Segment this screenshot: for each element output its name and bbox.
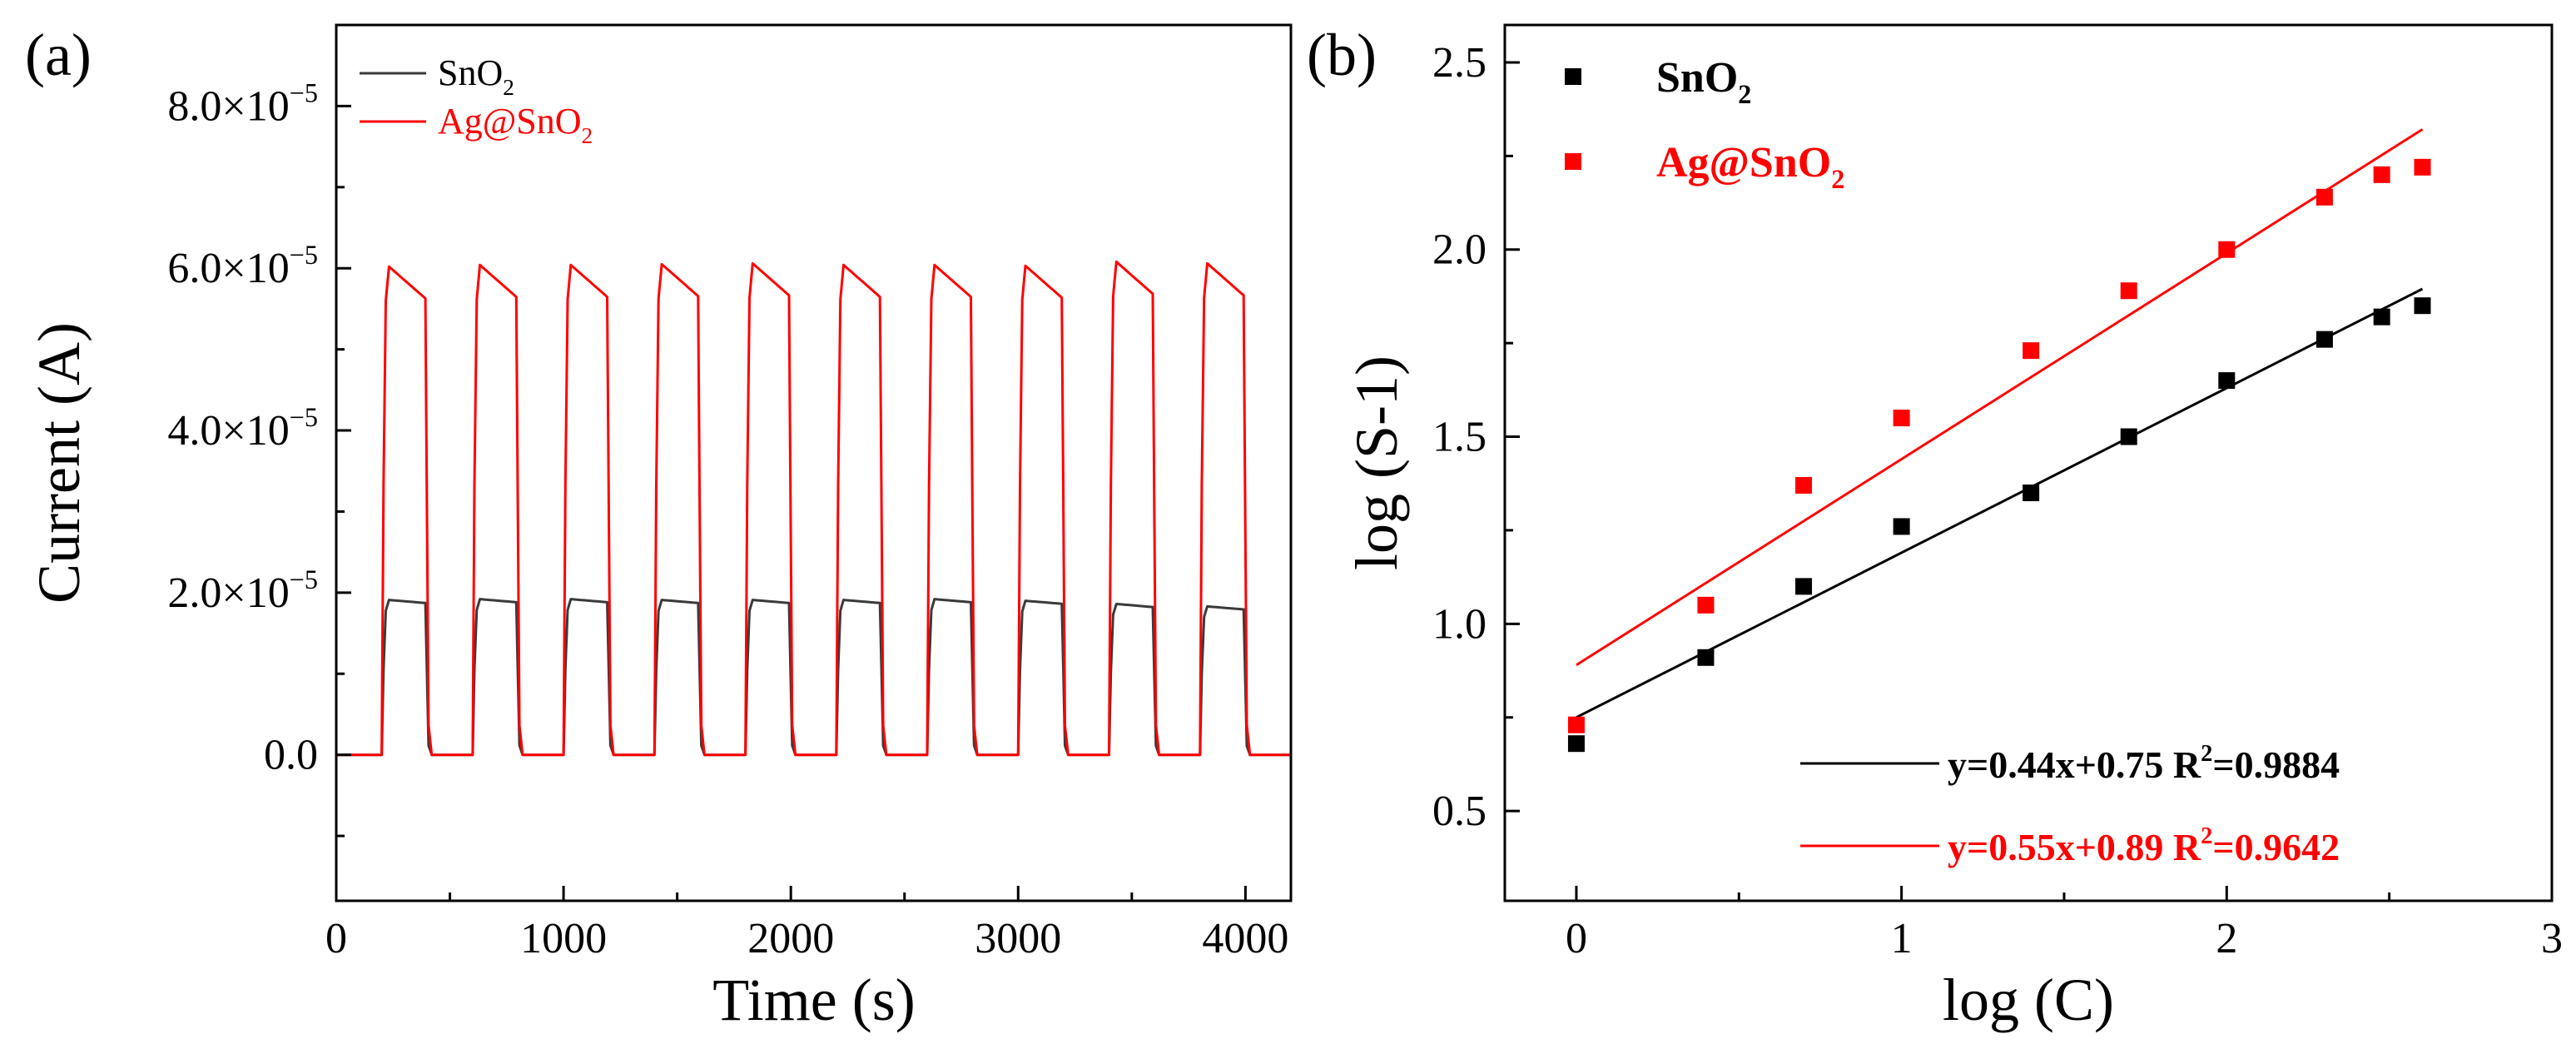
- panel-b-point-ag-snO2: [1795, 476, 1813, 494]
- panel-a-x-tick-label: 3000: [975, 915, 1061, 962]
- panel-b-letter: (b): [1307, 22, 1377, 88]
- panel-b-x-axis-title: log (C): [1943, 967, 2114, 1033]
- panel-b-fit-annotations: y=0.44x+0.75 R2=0.9884 y=0.55x+0.89 R2=0…: [1800, 741, 2340, 868]
- panel-b-point-snO2: [2373, 308, 2390, 326]
- panel-b-fit-lines: [1576, 128, 2424, 719]
- panel-a-legend: SnO2 Ag@SnO2: [360, 52, 593, 148]
- panel-a-plot-frame: [335, 23, 1293, 902]
- panel-b-legend: SnO2 Ag@SnO2: [1565, 54, 1844, 194]
- panel-b-point-ag-snO2: [1567, 716, 1585, 733]
- panel-b-plot-frame: [1503, 23, 2554, 902]
- panel-b-legend-marker-ag-snO2: [1565, 153, 1581, 170]
- panel-a-x-axis-title: Time (s): [712, 967, 915, 1033]
- panel-b-point-ag-snO2: [2315, 188, 2333, 206]
- panel-a-series: [336, 260, 1291, 757]
- panel-a-x-tick-label: 2000: [747, 915, 834, 962]
- panel-b-point-snO2: [1697, 649, 1715, 666]
- panel-a-x-tick-label: 4000: [1202, 915, 1288, 962]
- panel-b-x-tick-label: 2: [2216, 915, 2237, 962]
- panel-a-x-tick-label: 0: [325, 915, 347, 962]
- panel-b-y-tick-label: 2.5: [1432, 39, 1487, 87]
- panel-b-legend-label-ag-snO2: Ag@SnO2: [1656, 139, 1844, 194]
- panel-a-series-line-snO2: [336, 598, 1291, 757]
- panel-a-legend-label-snO2: SnO2: [438, 52, 514, 100]
- panel-a-y-axis-title: Current (A): [26, 322, 92, 604]
- panel-b-fit-line-snO2: [1576, 287, 2424, 719]
- panel-b-point-snO2: [1893, 518, 1910, 535]
- panel-b-x-tick-label: 3: [2541, 915, 2563, 962]
- panel-b-x-axis-ticks: 0 1 2 3: [1566, 886, 2563, 962]
- panel-b-point-ag-snO2: [2120, 282, 2137, 300]
- panel-b-y-tick-label: 2.0: [1432, 226, 1487, 274]
- panel-b-y-tick-label: 1.0: [1432, 600, 1487, 648]
- panel-b-point-ag-snO2: [2414, 158, 2431, 176]
- panel-a-y-tick-label: 0.0: [264, 732, 318, 779]
- panel-a-x-axis-ticks: 0 1000 2000 3000 4000: [325, 886, 1288, 962]
- panel-b-point-ag-snO2: [2023, 342, 2040, 360]
- panel-b-point-snO2: [2315, 331, 2333, 348]
- panel-b-y-axis-title: log (S-1): [1343, 355, 1410, 570]
- panel-a-legend-label-ag-snO2: Ag@SnO2: [438, 101, 593, 148]
- panel-a-current-vs-time: (a) 0.02.0×10−54.0×10−56.0×10−58.0×10−5 …: [25, 22, 1293, 1033]
- panel-a-y-axis-ticks: 0.0 2.0×10−5 4.0×10−5 6.0×10−5 8.0×10−5: [167, 77, 351, 838]
- panel-b-x-tick-label: 0: [1566, 915, 1587, 962]
- panel-b-point-ag-snO2: [1697, 596, 1715, 614]
- panel-b-legend-label-snO2: SnO2: [1656, 54, 1751, 109]
- panel-a-x-tick-label: 1000: [520, 915, 607, 962]
- panel-b-fit-equation-ag-snO2: y=0.55x+0.89 R2=0.9642: [1948, 823, 2340, 868]
- panel-a-y-tick-label: 8.0×10−5: [167, 77, 318, 130]
- panel-b-point-snO2: [1795, 578, 1813, 595]
- panel-a-y-tick-label: 4.0×10−5: [167, 402, 318, 455]
- panel-b-point-snO2: [2023, 484, 2040, 501]
- panel-b-point-ag-snO2: [2218, 241, 2236, 258]
- panel-b-y-tick-label: 0.5: [1432, 788, 1487, 835]
- panel-b-point-snO2: [1567, 735, 1585, 753]
- panel-b-point-ag-snO2: [2373, 166, 2390, 183]
- panel-b-y-axis-ticks: 0.5 1.0 1.5 2.0 2.5: [1432, 39, 1520, 835]
- panel-a-letter: (a): [25, 22, 92, 88]
- panel-a-y-tick-label: 6.0×10−5: [167, 240, 318, 292]
- panel-b-point-snO2: [2120, 428, 2137, 445]
- panel-b-log-response-vs-log-concentration: (b) 0.5 1.0 1.5 2.0 2.5 0 1 2 3 log (C) log (S-…: [1307, 22, 2563, 1033]
- panel-b-fit-line-ag-snO2: [1576, 128, 2424, 667]
- panel-b-x-tick-label: 1: [1891, 915, 1913, 962]
- panel-b-point-snO2: [2414, 297, 2431, 315]
- panel-b-y-tick-label: 1.5: [1432, 414, 1487, 461]
- panel-b-legend-marker-snO2: [1565, 68, 1581, 85]
- panel-b-point-ag-snO2: [1893, 410, 1910, 427]
- panel-a-y-tick-label: 2.0×10−5: [167, 564, 318, 617]
- panel-b-data-points: [1567, 158, 2431, 753]
- panel-a-series-line-ag-snO2: [336, 260, 1291, 757]
- panel-b-point-snO2: [2218, 372, 2236, 390]
- panel-b-fit-equation-snO2: y=0.44x+0.75 R2=0.9884: [1948, 741, 2340, 786]
